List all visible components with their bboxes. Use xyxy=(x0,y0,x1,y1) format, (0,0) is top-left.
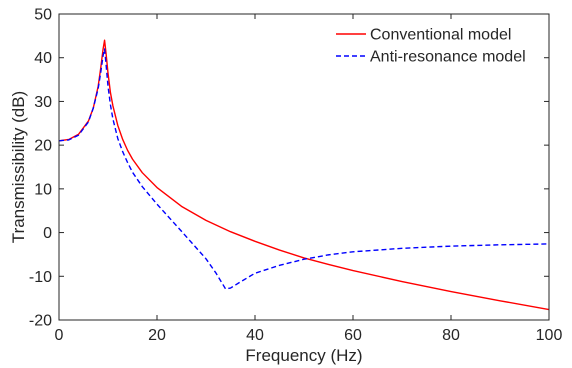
x-tick-label: 100 xyxy=(536,327,563,344)
y-axis-label: Transmissibility (dB) xyxy=(9,91,28,243)
axis-ticks: 0 20 40 60 80 100 -20 -10 0 10 20 30 40 50 xyxy=(29,7,563,345)
y-tick-label: 40 xyxy=(34,50,52,67)
x-tick-label: 20 xyxy=(148,327,166,344)
y-tick-label: 10 xyxy=(34,181,52,198)
x-tick-label: 0 xyxy=(55,327,64,344)
y-tick-label: 50 xyxy=(34,7,52,24)
y-tick-label: 30 xyxy=(34,94,52,111)
x-tick-label: 60 xyxy=(344,327,362,344)
x-axis-label: Frequency (Hz) xyxy=(245,346,362,365)
y-tick-label: 0 xyxy=(43,225,52,242)
anti-resonance-model-line xyxy=(58,48,550,290)
legend-label: Conventional model xyxy=(370,27,511,44)
x-tick-label: 40 xyxy=(246,327,264,344)
legend-label: Anti-resonance model xyxy=(370,49,526,66)
y-tick-label: 20 xyxy=(34,138,52,155)
y-tick-label: -20 xyxy=(29,313,52,330)
y-tick-label: -10 xyxy=(29,269,52,286)
x-tick-label: 80 xyxy=(442,327,460,344)
plot-frame xyxy=(58,13,550,321)
series-layer xyxy=(58,39,550,311)
legend: Conventional model Anti-resonance model xyxy=(336,27,526,66)
